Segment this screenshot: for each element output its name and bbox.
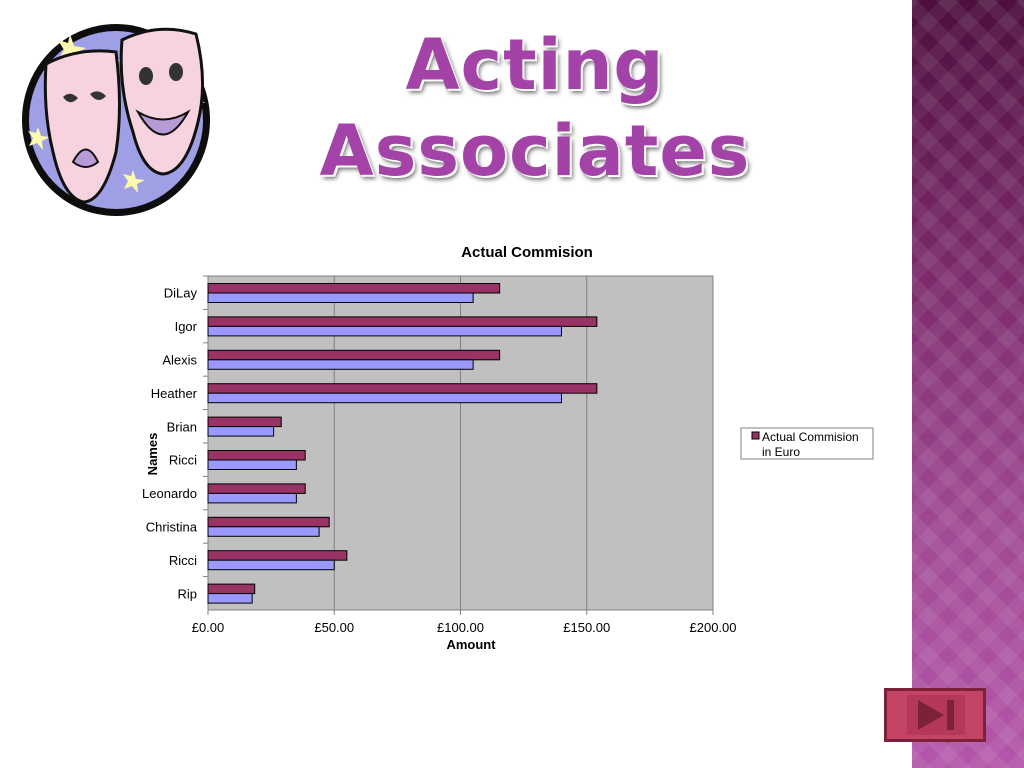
x-tick-label: £50.00 — [314, 620, 354, 635]
bar-dark — [207, 550, 348, 561]
bar-light — [207, 292, 474, 303]
bar-dark — [207, 316, 598, 327]
category-label: Alexis — [162, 353, 197, 368]
category-label: Leonardo — [142, 486, 197, 501]
x-tick-labels: £0.00 £50.00 £100.00 £150.00 £200.00 — [192, 620, 737, 635]
category-label: DiLay — [164, 286, 198, 301]
bar-light — [207, 359, 474, 370]
category-labels: DiLay Igor Alexis Heather Brian Ricci Leonardo… — [142, 286, 198, 602]
bar-light — [207, 426, 275, 437]
bar-light — [207, 593, 253, 604]
bar-dark — [207, 516, 330, 528]
category-label: Ricci — [169, 553, 197, 568]
bar-dark — [207, 349, 501, 361]
title-line-1: Acting — [405, 24, 665, 106]
bar-light — [207, 392, 562, 404]
legend-swatch — [751, 431, 760, 440]
y-axis-label: Names — [145, 433, 160, 476]
category-label: Christina — [146, 520, 198, 535]
category-label: Ricci — [169, 453, 197, 468]
bars — [207, 283, 598, 604]
x-tick-label: £100.00 — [437, 620, 484, 635]
category-label: Brian — [167, 419, 197, 434]
next-slide-button[interactable] — [884, 688, 986, 742]
commission-chart: Actual Commision DiLay Igor Alexis Heather B… — [142, 244, 874, 652]
bar-dark — [207, 583, 256, 595]
bar-light — [207, 559, 335, 571]
chart-title: Actual Commision — [461, 244, 593, 261]
skip-next-icon — [907, 695, 965, 735]
decorative-side-band — [912, 0, 1024, 768]
chart-legend: Actual Commision in Euro — [740, 427, 874, 460]
x-axis-label: Amount — [446, 637, 496, 652]
category-label: Rip — [177, 586, 197, 601]
category-label: Heather — [151, 386, 198, 401]
bar-dark — [207, 483, 306, 494]
bar-light — [207, 526, 320, 537]
theater-masks-icon — [18, 12, 218, 217]
x-tick-label: £150.00 — [563, 620, 610, 635]
bar-dark — [207, 450, 306, 461]
bar-dark — [207, 383, 598, 394]
bar-light — [207, 492, 297, 504]
page-title: Acting Associates — [300, 22, 770, 194]
bar-light — [207, 325, 562, 337]
title-line-2: Associates — [319, 110, 751, 192]
bar-light — [207, 459, 297, 470]
bar-dark — [207, 416, 282, 428]
category-label: Igor — [175, 319, 198, 334]
x-tick-label: £200.00 — [690, 620, 737, 635]
legend-label: Actual Commision in Euro — [762, 430, 862, 459]
x-tick-label: £0.00 — [192, 620, 225, 635]
bar-dark — [207, 283, 501, 294]
legend-box — [740, 427, 874, 460]
